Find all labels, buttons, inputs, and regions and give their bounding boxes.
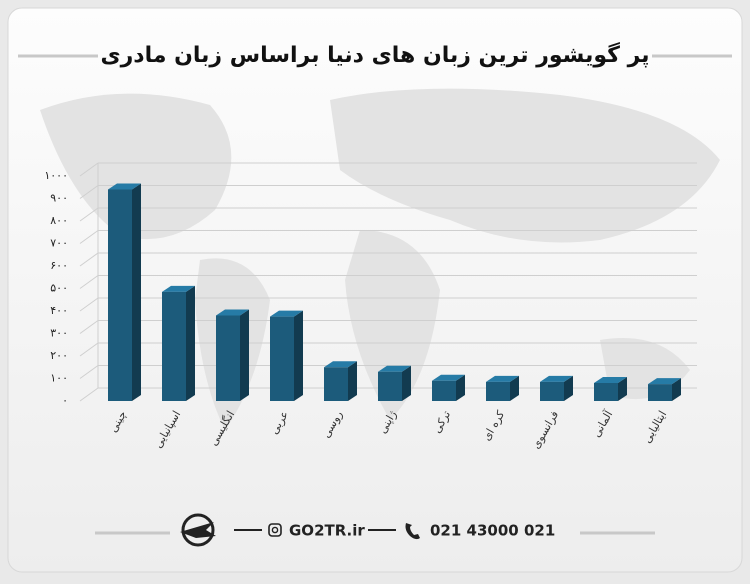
y-tick-label: ۸۰۰ [50,214,68,227]
y-tick-label: ۲۰۰ [50,349,68,362]
bar [324,361,357,401]
phone-icon [405,523,420,540]
bar-side [510,375,519,401]
grid-line [79,275,99,289]
logo [180,513,216,547]
grid-line [79,342,99,357]
bar-top [648,378,681,385]
bar-front [540,381,564,401]
bar-front [108,189,132,401]
bar-top [540,375,573,382]
y-tick-label: ۳۰۰ [50,327,68,340]
y-tick-label: ۹۰۰ [50,192,68,205]
bar-front [594,383,618,401]
bar [648,378,681,401]
y-tick-label: ۱۰۰ [50,372,68,385]
bar [594,377,627,401]
chart-title: پر گویشور ترین زبان های دنیا براساس زبان… [100,41,649,68]
bar-side [456,374,465,401]
y-tick-label: ۴۰۰ [50,304,68,317]
y-tick-label: ۶۰۰ [50,259,68,272]
y-tick-label: ۷۰۰ [50,237,68,250]
bar-side [186,285,195,401]
bar-top [486,375,519,382]
grid-line [79,387,99,402]
bar [486,375,519,401]
bar-front [324,367,348,401]
world-map [40,88,720,430]
bar-top [162,285,195,292]
bar-front [162,291,186,401]
bar-front [270,316,294,401]
bar-side [294,310,303,401]
bar-side [402,365,411,401]
website: GO2TR.ir [289,522,365,540]
bar-side [564,375,573,401]
bar-front [486,381,510,401]
bar-front [216,315,240,401]
bar [270,310,303,401]
bar-side [672,378,681,401]
bar [540,375,573,401]
grid-line [79,162,99,177]
bar-side [348,361,357,401]
bar-side [240,309,249,401]
y-tick-label: ۱۰۰۰ [44,169,68,182]
bar-front [432,380,456,401]
grid-line [79,365,99,379]
bar-top [432,374,465,381]
bar-side [132,183,141,401]
grid-line [79,185,99,199]
bar-front [378,371,402,401]
y-tick-label: ۰ [62,394,68,407]
bar-top [108,183,141,190]
bar-top [216,309,249,316]
bar [378,365,411,401]
grid-line [79,320,99,334]
instagram-icon [268,523,282,537]
grid-line [79,230,99,244]
bar-top [378,365,411,372]
bar-front [648,384,672,401]
bar-side [618,377,627,401]
grid-line [79,252,99,267]
y-tick-label: ۵۰۰ [50,282,68,295]
grid-line [79,207,99,222]
bar [108,183,141,401]
grid-line [79,297,99,312]
phone: 021 43000 021 [430,522,555,540]
bar [216,309,249,401]
bar-top [270,310,303,317]
bar [432,374,465,401]
bar-top [324,361,357,368]
bar [162,285,195,401]
bar-top [594,377,627,383]
instagram-icon [271,526,279,534]
